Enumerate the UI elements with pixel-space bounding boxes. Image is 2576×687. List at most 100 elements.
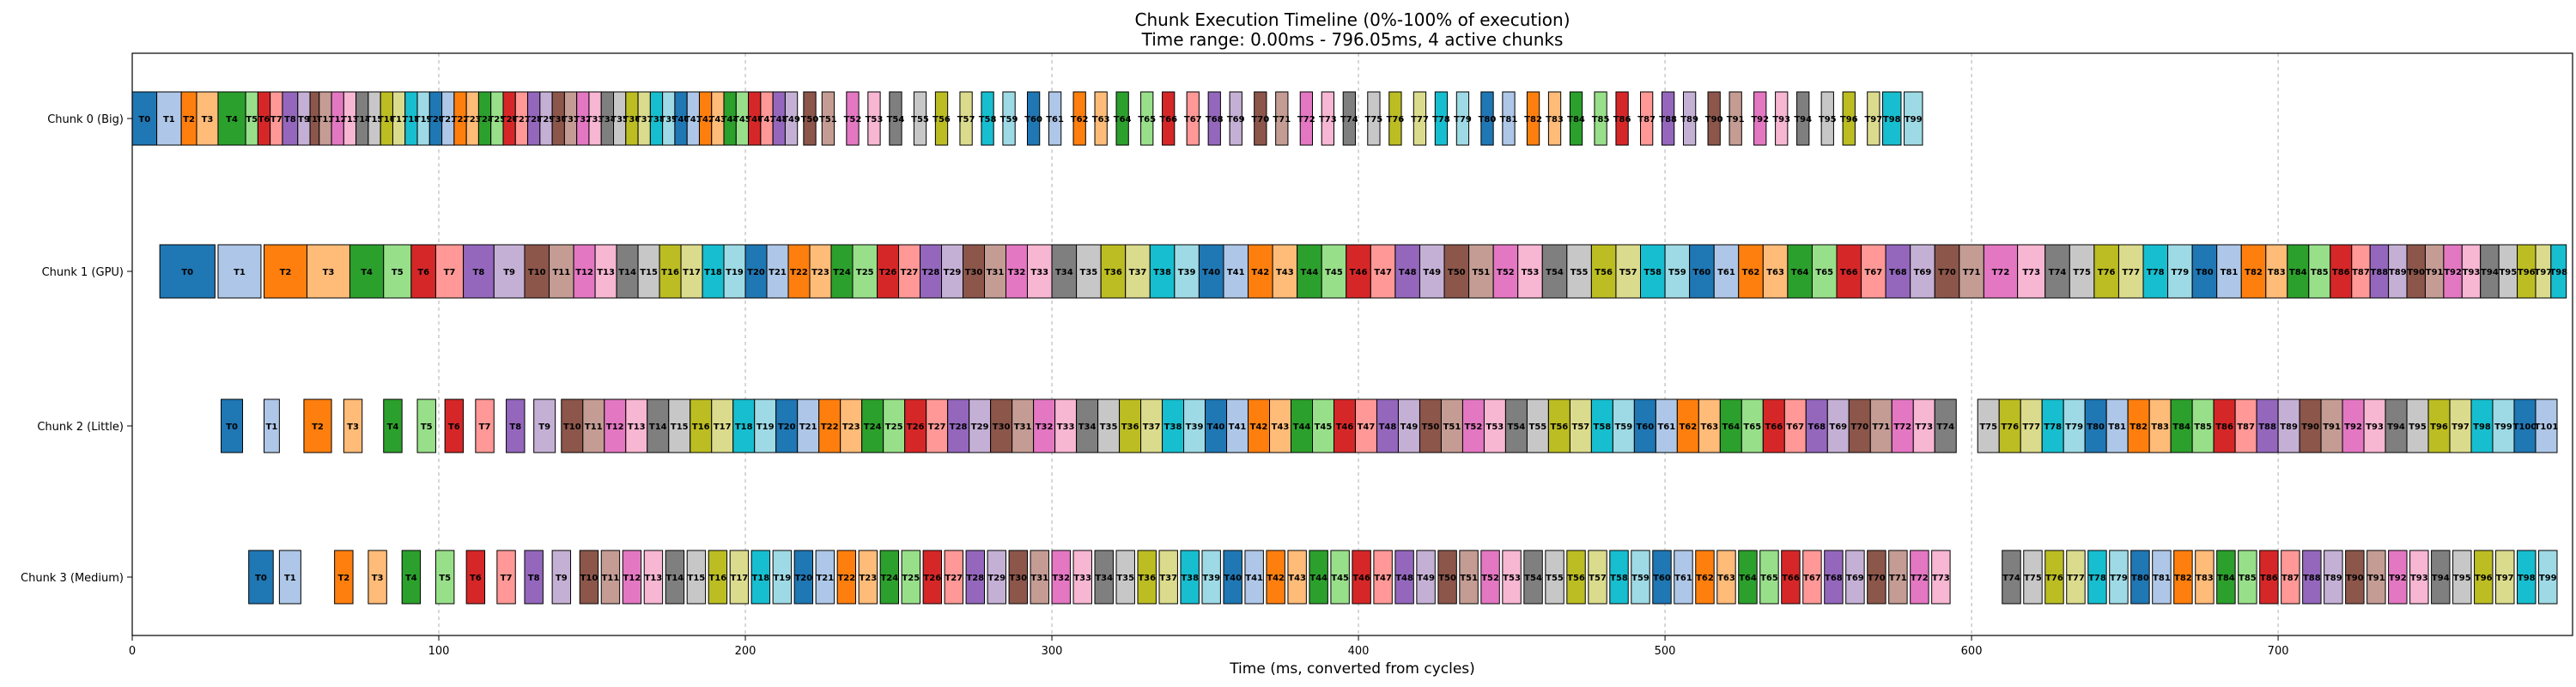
task-bar-chunk-0-t81 [1502,91,1516,146]
task-bar-chunk-3-t44 [1309,550,1328,605]
task-label-chunk-2-t96: T96 [2430,423,2448,432]
task-label-chunk-0-t28: T28 [525,115,543,125]
task-bar-chunk-2-t89 [2277,398,2300,453]
task-label-chunk-0-t88: T88 [1659,115,1677,125]
task-label-chunk-3-t19: T19 [773,574,791,583]
task-label-chunk-3-t64: T64 [1739,574,1757,583]
task-label-chunk-1-t58: T58 [1643,268,1662,277]
task-bar-chunk-2-t69 [1826,398,1850,453]
task-bar-chunk-3-t88 [2302,550,2322,605]
task-label-chunk-2-t85: T85 [2194,423,2212,432]
task-label-chunk-3-t49: T49 [1417,574,1435,583]
task-bar-chunk-2-t29 [969,398,992,453]
task-label-chunk-1-t75: T75 [2073,268,2091,277]
task-bar-chunk-0-t94 [1796,91,1810,146]
task-bar-chunk-0-t61 [1048,91,1062,146]
task-label-chunk-0-t50: T50 [801,115,819,125]
task-label-chunk-1-t32: T32 [1008,268,1026,277]
task-bar-chunk-3-t82 [2173,550,2193,605]
task-bar-chunk-2-t24 [861,398,884,453]
task-bar-chunk-1-t49 [1419,244,1445,299]
task-label-chunk-1-t50: T50 [1448,268,1466,277]
task-label-chunk-3-t12: T12 [623,574,641,583]
task-bar-chunk-0-t92 [1753,91,1767,146]
task-label-chunk-3-t6: T6 [470,574,482,583]
task-bar-chunk-3-t84 [2216,550,2236,605]
task-bar-chunk-1-t84 [2287,244,2310,299]
task-label-chunk-1-t81: T81 [2221,268,2239,277]
task-bar-chunk-2-t11 [582,398,605,453]
task-bar-chunk-3-t62 [1695,550,1715,605]
task-label-chunk-2-t80: T80 [2087,423,2105,432]
task-bar-chunk-0-t89 [1682,91,1697,146]
task-label-chunk-0-t74: T74 [1340,115,1358,125]
task-bar-chunk-3-t77 [2066,550,2086,605]
task-label-chunk-0-t15: T15 [366,115,384,125]
task-label-chunk-3-t9: T9 [556,574,568,583]
task-label-chunk-0-t67: T67 [1184,115,1202,125]
task-bar-chunk-3-t25 [901,550,921,605]
task-bar-chunk-2-t8 [506,398,526,453]
task-label-chunk-1-t68: T68 [1889,268,1907,277]
task-label-chunk-1-t89: T89 [2389,268,2407,277]
task-label-chunk-2-t71: T71 [1872,423,1890,432]
task-bar-chunk-3-t12 [622,550,642,605]
task-label-chunk-0-t10: T10 [306,115,324,125]
task-label-chunk-2-t28: T28 [950,423,968,432]
task-bar-chunk-1-t37 [1125,244,1151,299]
task-bar-chunk-3-t34 [1094,550,1114,605]
task-bar-chunk-3-t35 [1115,550,1135,605]
task-label-chunk-1-t19: T19 [726,268,744,277]
task-label-chunk-1-t57: T57 [1619,268,1637,277]
task-bar-chunk-3-t43 [1287,550,1307,605]
task-bar-chunk-1-t79 [2167,244,2193,299]
task-label-chunk-2-t34: T34 [1078,423,1097,432]
task-bar-chunk-2-t75 [1977,398,2000,453]
task-label-chunk-3-t4: T4 [405,574,417,583]
task-label-chunk-1-t3: T3 [323,268,335,277]
task-label-chunk-2-t7: T7 [479,423,491,432]
task-bar-chunk-3-t83 [2195,550,2215,605]
task-bar-chunk-3-t69 [1845,550,1865,605]
task-bar-chunk-2-t5 [416,398,436,453]
task-label-chunk-3-t17: T17 [731,574,749,583]
task-bar-chunk-3-t73 [1931,550,1951,605]
task-label-chunk-2-t79: T79 [2065,423,2083,432]
task-label-chunk-2-t11: T11 [585,423,603,432]
task-label-chunk-0-t60: T60 [1024,115,1042,125]
task-label-chunk-3-t71: T71 [1889,574,1907,583]
task-bar-chunk-2-t64 [1719,398,1742,453]
task-bar-chunk-1-t53 [1517,244,1543,299]
task-bar-chunk-2-t48 [1376,398,1399,453]
task-bar-chunk-3-t74 [2002,550,2021,605]
task-label-chunk-2-t24: T24 [864,423,882,432]
task-bar-chunk-0-t95 [1820,91,1834,146]
task-bar-chunk-2-t65 [1741,398,1764,453]
task-bar-chunk-0-t93 [1775,91,1789,146]
task-label-chunk-0-t26: T26 [501,115,519,125]
task-bar-chunk-3-t7 [496,550,516,605]
task-bar-chunk-1-t47 [1370,244,1396,299]
task-label-chunk-3-t16: T16 [709,574,727,583]
task-bar-chunk-1-t32 [1005,244,1028,299]
task-label-chunk-3-t85: T85 [2239,574,2257,583]
task-bar-chunk-1-t34 [1051,244,1078,299]
task-bar-chunk-3-t92 [2388,550,2408,605]
task-label-chunk-0-t39: T39 [659,115,677,125]
task-bar-chunk-2-t71 [1869,398,1893,453]
task-label-chunk-1-t84: T84 [2289,268,2307,277]
task-label-chunk-0-t6: T6 [258,115,270,125]
task-label-chunk-3-t22: T22 [837,574,855,583]
task-bar-chunk-3-t60 [1652,550,1672,605]
task-bar-chunk-0-t55 [913,91,927,146]
task-bar-chunk-3-t54 [1523,550,1543,605]
task-label-chunk-3-t83: T83 [2196,574,2214,583]
task-bar-chunk-2-t62 [1676,398,1699,453]
task-bar-chunk-2-t51 [1440,398,1463,453]
x-axis-label: Time (ms, converted from cycles) [1229,660,1475,678]
task-label-chunk-2-t37: T37 [1143,423,1161,432]
task-label-chunk-0-t64: T64 [1114,115,1132,125]
task-label-chunk-3-t18: T18 [752,574,770,583]
task-label-chunk-2-t48: T48 [1379,423,1397,432]
task-label-chunk-3-t67: T67 [1803,574,1821,583]
